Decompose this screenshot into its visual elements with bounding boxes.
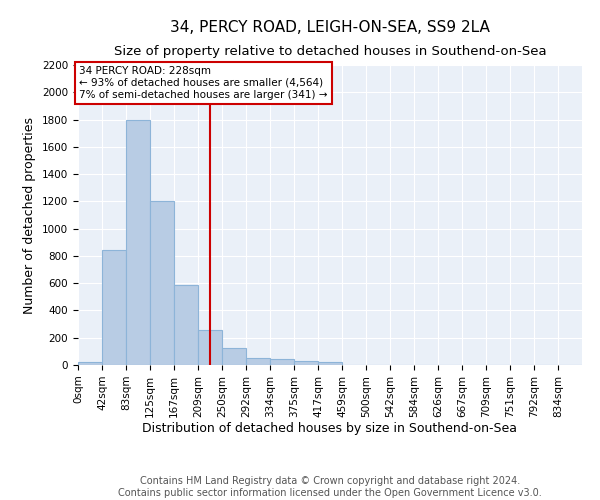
Bar [198, 330, 222, 365]
Bar [174, 284, 198, 365]
Y-axis label: Number of detached properties: Number of detached properties [23, 116, 37, 314]
Bar [222, 348, 246, 365]
Text: Size of property relative to detached houses in Southend-on-Sea: Size of property relative to detached ho… [113, 45, 547, 58]
X-axis label: Distribution of detached houses by size in Southend-on-Sea: Distribution of detached houses by size … [143, 422, 517, 436]
Bar [102, 250, 126, 365]
Bar [294, 361, 318, 365]
Bar [150, 202, 174, 365]
Text: 34 PERCY ROAD: 228sqm
← 93% of detached houses are smaller (4,564)
7% of semi-de: 34 PERCY ROAD: 228sqm ← 93% of detached … [79, 66, 328, 100]
Text: 34, PERCY ROAD, LEIGH-ON-SEA, SS9 2LA: 34, PERCY ROAD, LEIGH-ON-SEA, SS9 2LA [170, 20, 490, 35]
Bar [246, 358, 270, 365]
Bar [318, 362, 342, 365]
Bar [270, 359, 294, 365]
Bar [126, 120, 150, 365]
Bar [78, 362, 102, 365]
Text: Contains HM Land Registry data © Crown copyright and database right 2024.
Contai: Contains HM Land Registry data © Crown c… [118, 476, 542, 498]
